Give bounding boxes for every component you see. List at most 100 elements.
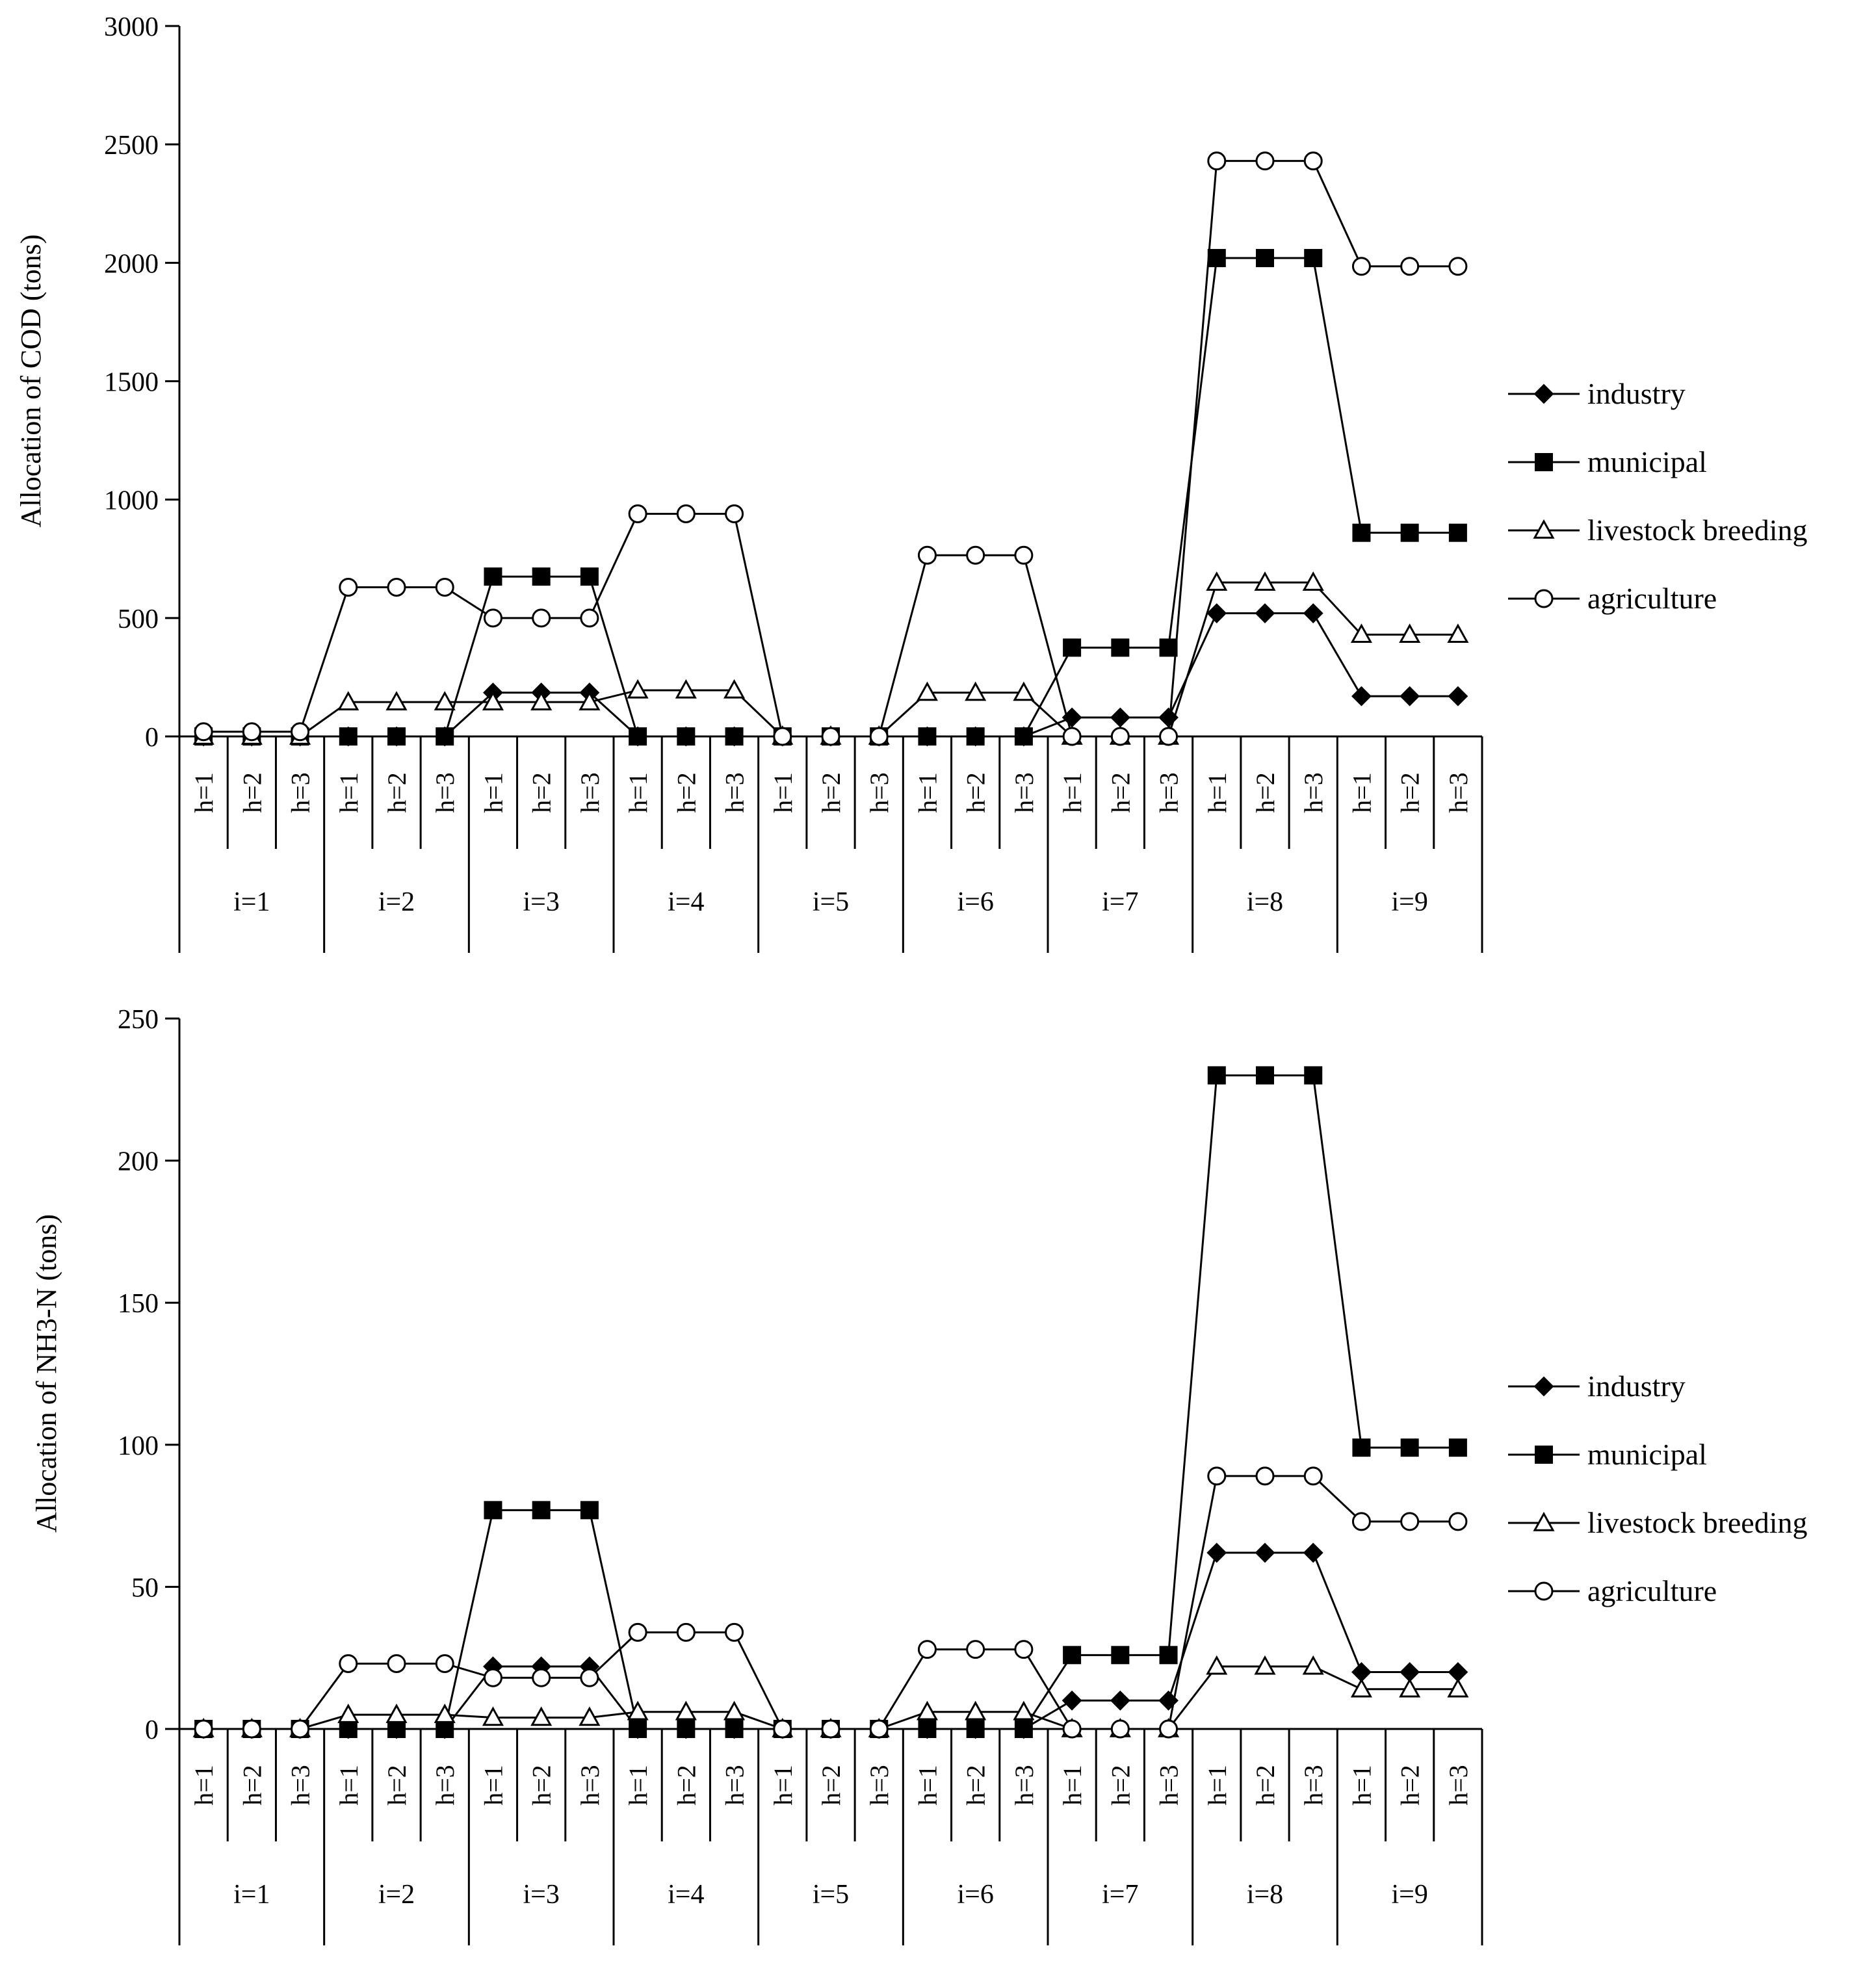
industry-point [1206, 1542, 1227, 1563]
agriculture-point [339, 577, 358, 597]
livestock-breeding-point [579, 1706, 601, 1726]
x-subcategory-label: h=3 [430, 772, 460, 813]
x-subcategory-label: h=2 [1396, 1765, 1425, 1806]
x-subcategory-label: h=2 [671, 1765, 701, 1806]
x-subcategory-label: h=3 [1010, 772, 1039, 813]
municipal-point [484, 567, 502, 586]
industry-point [1303, 603, 1323, 623]
livestock-breeding-point [675, 1700, 697, 1721]
x-subcategory-label: h=1 [623, 1765, 653, 1806]
x-subcategory-label: h=2 [237, 1765, 267, 1806]
industry-line [203, 612, 1458, 738]
municipal-point [677, 727, 696, 746]
livestock-breeding-point [1206, 571, 1228, 591]
agriculture-point [773, 727, 792, 746]
agriculture-point [1255, 1466, 1275, 1486]
agriculture-point [676, 1622, 696, 1642]
x-subcategory-label: h=1 [478, 772, 508, 813]
agriculture-point [1303, 151, 1323, 171]
legend-municipal-point [1535, 1446, 1553, 1464]
legend-label-industry: industry [1587, 1370, 1686, 1403]
livestock-breeding-point [1350, 623, 1372, 643]
municipal-point [1448, 1438, 1467, 1457]
agriculture-point [1448, 257, 1468, 276]
livestock-breeding-point [530, 691, 553, 710]
municipal-point [1400, 1438, 1419, 1457]
livestock-breeding-point [916, 681, 938, 701]
agriculture-point [1207, 151, 1227, 171]
legend-label-livestock-breeding: livestock breeding [1587, 513, 1808, 547]
livestock-breeding-point [627, 679, 649, 699]
x-group-label: i=2 [378, 1880, 415, 1910]
municipal-point [1063, 638, 1082, 657]
municipal-line [203, 1074, 1458, 1730]
agriculture-point [580, 608, 599, 628]
agriculture-point [580, 1668, 599, 1687]
x-subcategory-label: h=1 [768, 772, 798, 813]
y-axis-title: Allocation of COD (tons) [15, 235, 47, 528]
agriculture-point [1448, 1512, 1468, 1531]
municipal-point [1014, 1720, 1033, 1738]
livestock-breeding-point [1254, 571, 1276, 591]
municipal-point [1304, 249, 1323, 268]
x-group-label: i=8 [1247, 1880, 1283, 1910]
x-subcategory-label: h=1 [1203, 1765, 1232, 1806]
agriculture-point [676, 504, 696, 524]
legend-label-agriculture: agriculture [1587, 1574, 1717, 1607]
legend-municipal-point [1535, 453, 1553, 471]
municipal-point [918, 727, 937, 746]
x-subcategory-label: h=3 [575, 1765, 605, 1806]
agriculture-point [966, 545, 985, 565]
x-group-label: i=8 [1247, 887, 1283, 917]
legend-label-agriculture: agriculture [1587, 582, 1717, 615]
agriculture-point [1062, 1719, 1082, 1739]
agriculture-point [291, 722, 310, 742]
x-group-label: i=6 [957, 1880, 993, 1910]
x-subcategory-label: h=2 [1396, 772, 1425, 813]
livestock-breeding-point [965, 681, 987, 701]
municipal-point [1014, 727, 1033, 746]
agriculture-point [869, 1719, 889, 1739]
agriculture-point [869, 727, 889, 746]
livestock-breeding-point [627, 1700, 649, 1721]
municipal-point [1352, 523, 1371, 542]
x-subcategory-label: h=1 [1058, 772, 1087, 813]
agriculture-point [435, 577, 454, 597]
agriculture-point [1110, 727, 1130, 746]
industry-point [1158, 707, 1179, 728]
series-layer [192, 1066, 1469, 1739]
agriculture-point [725, 504, 744, 524]
livestock-breeding-point [434, 1704, 456, 1723]
x-subcategory-label: h=1 [1347, 1765, 1376, 1806]
x-group-label: i=3 [523, 887, 559, 917]
nh3n-chart-panel: 0 50 100 150 200 250 Allocation of NH3-N (tons… [31, 1005, 1808, 1945]
x-group-label: i=7 [1102, 887, 1138, 917]
y-tick-label: 0 [145, 723, 159, 753]
industry-point [1255, 1542, 1275, 1563]
agriculture-point [821, 1719, 840, 1739]
y-tick-label: 0 [145, 1715, 159, 1745]
municipal-point [387, 1720, 406, 1738]
municipal-point [629, 727, 647, 746]
livestock-breeding-line [203, 581, 1458, 738]
municipal-point [436, 727, 454, 746]
x-subcategory-label: h=2 [237, 772, 267, 813]
x-subcategory-label: h=3 [720, 772, 749, 813]
agriculture-point [483, 1668, 502, 1687]
municipal-point [1448, 523, 1467, 542]
livestock-breeding-point [337, 1704, 359, 1723]
series-layer [192, 151, 1469, 747]
agriculture-point [1400, 1512, 1420, 1531]
industry-point [1448, 686, 1468, 707]
y-tick-label: 200 [118, 1147, 159, 1177]
livestock-breeding-point [723, 1700, 746, 1721]
livestock-breeding-point [1013, 681, 1035, 701]
livestock-breeding-point [337, 691, 359, 710]
municipal-point [1159, 1646, 1178, 1665]
x-subcategory-label: h=2 [816, 772, 846, 813]
municipal-point [1256, 249, 1274, 268]
agriculture-point [1351, 1512, 1371, 1531]
y-tick-label: 3000 [104, 12, 159, 42]
municipal-point [629, 1720, 647, 1738]
y-tick-label: 150 [118, 1289, 159, 1319]
